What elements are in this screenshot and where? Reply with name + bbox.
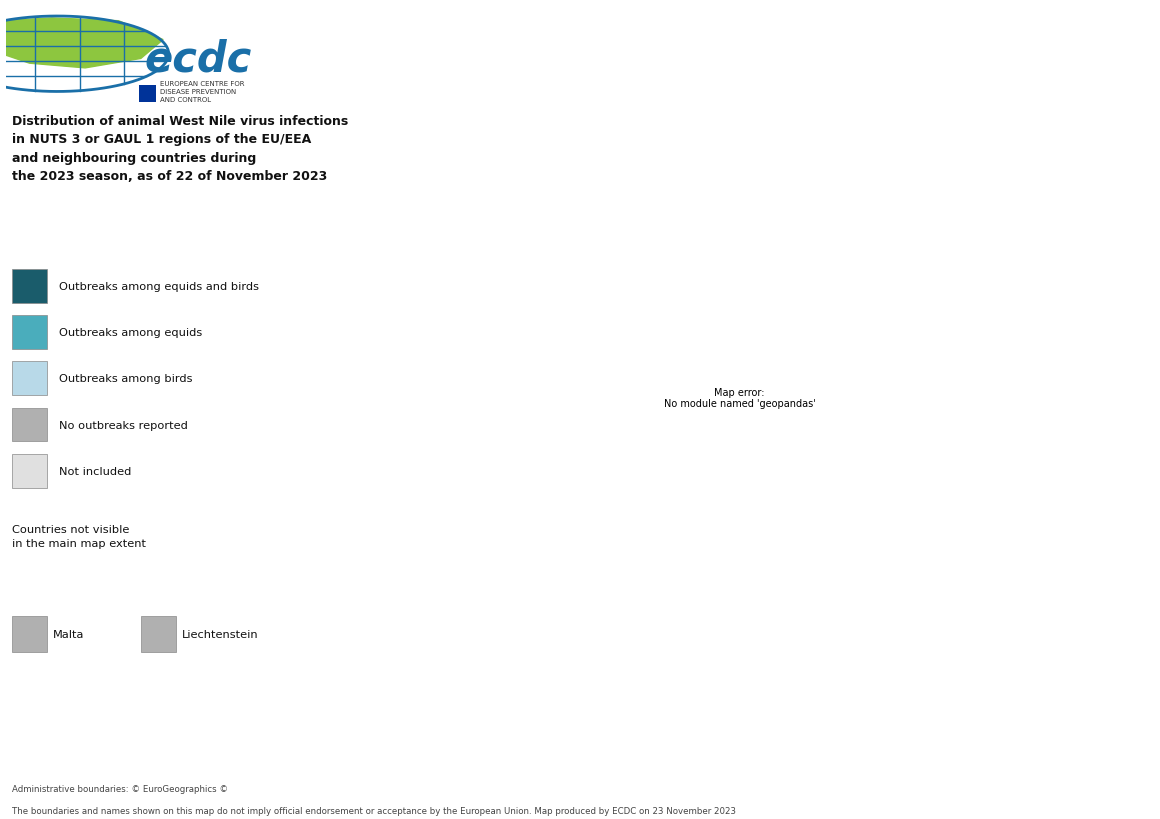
FancyBboxPatch shape xyxy=(12,455,46,488)
Text: Administrative boundaries: © EuroGeographics ©: Administrative boundaries: © EuroGeograp… xyxy=(12,784,227,793)
Text: Countries not visible
in the main map extent: Countries not visible in the main map ex… xyxy=(12,524,146,548)
Text: Outbreaks among birds: Outbreaks among birds xyxy=(59,373,193,384)
FancyBboxPatch shape xyxy=(12,616,46,653)
FancyBboxPatch shape xyxy=(12,362,46,396)
Text: Distribution of animal West Nile virus infections
in NUTS 3 or GAUL 1 regions of: Distribution of animal West Nile virus i… xyxy=(12,115,348,183)
FancyBboxPatch shape xyxy=(12,269,46,303)
FancyBboxPatch shape xyxy=(140,616,176,653)
Text: Liechtenstein: Liechtenstein xyxy=(182,629,259,640)
Polygon shape xyxy=(0,19,164,69)
Text: Malta: Malta xyxy=(53,629,85,640)
FancyBboxPatch shape xyxy=(12,316,46,350)
Text: Outbreaks among equids: Outbreaks among equids xyxy=(59,328,203,337)
FancyBboxPatch shape xyxy=(139,86,155,102)
FancyBboxPatch shape xyxy=(12,408,46,442)
Text: ecdc: ecdc xyxy=(145,38,252,80)
Text: Not included: Not included xyxy=(59,466,131,477)
Text: Outbreaks among equids and birds: Outbreaks among equids and birds xyxy=(59,282,259,292)
Polygon shape xyxy=(0,17,168,93)
Text: The boundaries and names shown on this map do not imply official endorsement or : The boundaries and names shown on this m… xyxy=(12,806,735,815)
Text: No outbreaks reported: No outbreaks reported xyxy=(59,420,188,430)
Text: EUROPEAN CENTRE FOR
DISEASE PREVENTION
AND CONTROL: EUROPEAN CENTRE FOR DISEASE PREVENTION A… xyxy=(160,81,245,102)
Text: Map error:
No module named 'geopandas': Map error: No module named 'geopandas' xyxy=(664,387,815,409)
